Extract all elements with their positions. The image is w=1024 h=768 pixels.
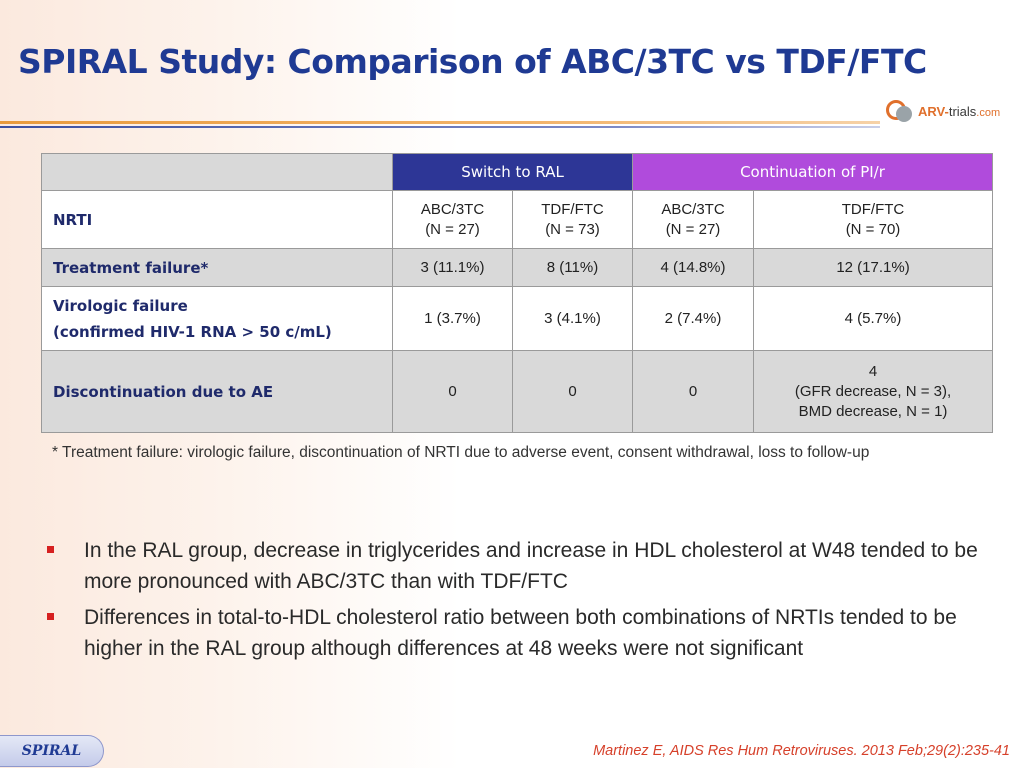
results-table: Switch to RAL Continuation of PI/r NRTI … xyxy=(41,153,993,433)
table-footnote: * Treatment failure: virologic failure, … xyxy=(52,444,870,461)
logo-circles-icon xyxy=(886,98,918,124)
header-switch-to-ral: Switch to RAL xyxy=(392,153,633,191)
table-cell: 4 (GFR decrease, N = 3), BMD decrease, N =… xyxy=(753,350,993,433)
row-label-nrti: NRTI xyxy=(41,190,393,249)
nrti-col-4: TDF/FTC (N = 70) xyxy=(753,190,993,249)
study-tag: SPIRAL xyxy=(0,735,104,767)
bullet-item: Differences in total-to-HDL cholesterol … xyxy=(44,602,984,664)
bullet-item: In the RAL group, decrease in triglyceri… xyxy=(44,535,984,597)
table-row-virologic-failure: Virologic failure (confirmed HIV-1 RNA > … xyxy=(41,286,993,351)
slide-title: SPIRAL Study: Comparison of ABC/3TC vs T… xyxy=(18,42,927,81)
table-cell: 4 (14.8%) xyxy=(632,248,754,287)
nrti-col-3: ABC/3TC (N = 27) xyxy=(632,190,754,249)
bullet-list: In the RAL group, decrease in triglyceri… xyxy=(44,535,984,669)
nrti-col-1: ABC/3TC (N = 27) xyxy=(392,190,513,249)
nrti-col-2: TDF/FTC (N = 73) xyxy=(512,190,633,249)
row-label-discontinuation: Discontinuation due to AE xyxy=(41,350,393,433)
table-row-discontinuation: Discontinuation due to AE 0 0 0 4 (GFR de… xyxy=(41,350,993,433)
table-row-treatment-failure: Treatment failure* 3 (11.1%) 8 (11%) 4 (… xyxy=(41,248,993,287)
row-label-virologic-failure: Virologic failure (confirmed HIV-1 RNA > … xyxy=(41,286,393,351)
title-rule-orange xyxy=(0,121,880,124)
row-label-treatment-failure: Treatment failure* xyxy=(41,248,393,287)
table-cell: 2 (7.4%) xyxy=(632,286,754,351)
bullet-square-icon xyxy=(47,613,54,620)
table-cell: 0 xyxy=(512,350,633,433)
table-cell: 1 (3.7%) xyxy=(392,286,513,351)
header-blank-cell xyxy=(41,153,393,191)
table-cell: 3 (11.1%) xyxy=(392,248,513,287)
table-cell: 0 xyxy=(392,350,513,433)
logo-text: ARV-trials.com xyxy=(918,103,1001,119)
table-cell: 12 (17.1%) xyxy=(753,248,993,287)
bullet-square-icon xyxy=(47,546,54,553)
table-cell: 8 (11%) xyxy=(512,248,633,287)
title-rule-blue xyxy=(0,126,880,128)
table-cell: 3 (4.1%) xyxy=(512,286,633,351)
arv-trials-logo: ARV-trials.com xyxy=(886,98,1016,124)
table-row-nrti: NRTI ABC/3TC (N = 27) TDF/FTC (N = 73) ABC… xyxy=(41,190,993,249)
citation: Martinez E, AIDS Res Hum Retroviruses. 2… xyxy=(593,743,1010,759)
table-cell: 0 xyxy=(632,350,754,433)
header-continuation-pi: Continuation of PI/r xyxy=(632,153,993,191)
table-header-row: Switch to RAL Continuation of PI/r xyxy=(41,153,993,191)
table-cell: 4 (5.7%) xyxy=(753,286,993,351)
